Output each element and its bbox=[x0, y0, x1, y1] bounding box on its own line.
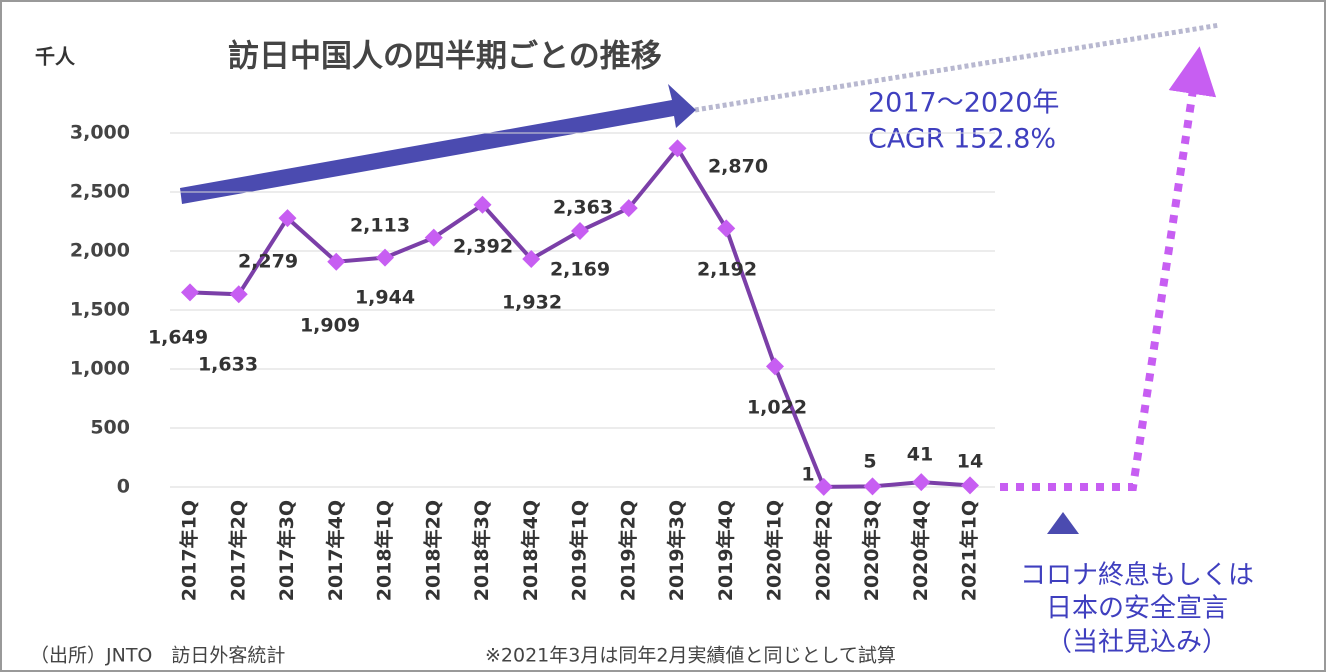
marker bbox=[473, 195, 492, 214]
annotation: コロナ終息もしくは bbox=[1020, 561, 1254, 591]
data-label: 2,113 bbox=[350, 215, 410, 237]
marker bbox=[912, 473, 931, 492]
x-tick-label: 2019年4Q bbox=[714, 500, 737, 601]
annotation: 日本の安全宣言 bbox=[1046, 594, 1228, 624]
x-tick-label: 2019年2Q bbox=[616, 500, 639, 601]
forecast-arrow bbox=[1000, 46, 1217, 491]
y-tick-label: 1,500 bbox=[70, 299, 130, 321]
x-tick-label: 2017年1Q bbox=[178, 500, 201, 601]
data-label: 14 bbox=[957, 451, 983, 473]
y-tick-label: 1,000 bbox=[70, 358, 130, 380]
source: （出所）JNTO 訪日外客統計 bbox=[30, 645, 285, 667]
data-label: 2,169 bbox=[550, 259, 610, 281]
x-tick-label: 2019年1Q bbox=[568, 500, 591, 601]
data-label: 1,022 bbox=[747, 397, 807, 419]
marker bbox=[863, 477, 882, 496]
data-label: 2,192 bbox=[697, 259, 757, 281]
y-tick-label: 3,000 bbox=[70, 122, 130, 144]
data-label: 1,649 bbox=[148, 327, 208, 349]
marker bbox=[376, 248, 394, 267]
data-label: 1,909 bbox=[300, 315, 360, 337]
x-tick-label: 2018年4Q bbox=[519, 500, 542, 601]
data-label: 2,870 bbox=[708, 156, 768, 178]
marker bbox=[327, 252, 346, 271]
triangle bbox=[1047, 512, 1079, 534]
data-label: 2,392 bbox=[453, 236, 513, 258]
x-tick-label: 2020年4Q bbox=[909, 500, 932, 601]
x-tick-label: 2017年4Q bbox=[324, 500, 347, 601]
data-label: 2,279 bbox=[238, 251, 298, 273]
chart-title: 訪日中国人の四半期ごとの推移 bbox=[228, 39, 662, 75]
y-tick-label: 2,000 bbox=[70, 240, 130, 262]
x-tick-label: 2020年1Q bbox=[763, 500, 786, 601]
data-label: 1 bbox=[801, 464, 814, 486]
data-label: 5 bbox=[863, 451, 876, 473]
marker bbox=[181, 283, 199, 302]
x-tick-label: 2020年2Q bbox=[811, 500, 834, 601]
trend-arrow bbox=[180, 84, 696, 204]
x-tick-label: 2018年2Q bbox=[421, 500, 444, 601]
marker bbox=[961, 476, 979, 495]
x-tick-label: 2020年3Q bbox=[860, 500, 883, 601]
data-label: 1,932 bbox=[502, 292, 562, 314]
y-tick-label: 500 bbox=[90, 417, 130, 439]
annotation: 2017〜2020年 bbox=[868, 88, 1059, 119]
marker bbox=[424, 228, 443, 247]
x-tick-label: 2018年3Q bbox=[470, 500, 493, 601]
y-tick-label: 2,500 bbox=[70, 181, 130, 203]
data-label: 1,944 bbox=[355, 287, 415, 309]
data-label: 1,633 bbox=[198, 354, 258, 376]
annotation: （当社見込み） bbox=[1046, 628, 1228, 658]
y-label: 千人 bbox=[35, 45, 76, 69]
x-tick-label: 2017年2Q bbox=[226, 500, 249, 601]
annotation: CAGR 152.8% bbox=[868, 124, 1056, 155]
x-tick-label: 2019年3Q bbox=[665, 500, 688, 601]
x-tick-label: 2017年3Q bbox=[275, 500, 298, 601]
marker bbox=[229, 285, 248, 304]
marker bbox=[717, 219, 736, 238]
marker bbox=[522, 250, 541, 269]
data-label: 2,363 bbox=[553, 197, 613, 219]
y-tick-label: 0 bbox=[117, 476, 130, 498]
marker bbox=[278, 209, 297, 228]
data-label: 41 bbox=[907, 444, 933, 466]
marker bbox=[571, 222, 589, 241]
marker bbox=[668, 139, 687, 158]
trend-extension bbox=[694, 22, 1221, 113]
marker bbox=[814, 477, 833, 496]
marker bbox=[766, 357, 784, 376]
note: ※2021年3月は同年2月実績値と同じとして試算 bbox=[485, 645, 896, 667]
x-tick-label: 2018年1Q bbox=[373, 500, 396, 601]
x-tick-label: 2021年1Q bbox=[958, 500, 981, 601]
marker bbox=[619, 199, 638, 218]
